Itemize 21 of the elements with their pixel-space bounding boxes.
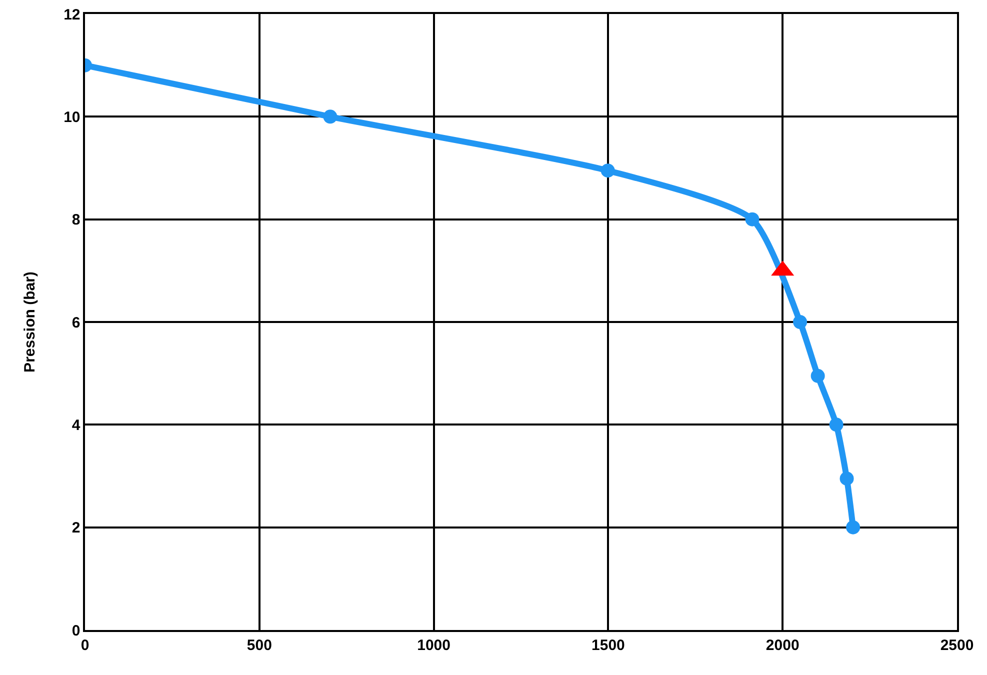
- x-tick-label: 2500: [940, 636, 974, 654]
- point: [810, 368, 825, 383]
- point: [600, 164, 615, 178]
- y-tick-label: 2: [72, 520, 80, 537]
- point: [846, 520, 860, 534]
- y-tick-label: 0: [72, 622, 80, 640]
- y-tick-label: 10: [64, 108, 80, 126]
- point: [323, 110, 338, 124]
- x-tick-label: 2000: [766, 636, 800, 654]
- x-tick-label: 1000: [417, 636, 450, 654]
- y-tick-label: 4: [72, 416, 81, 434]
- point: [829, 418, 844, 432]
- x-tick-label: 1500: [592, 636, 625, 654]
- y-tick-label: 12: [64, 6, 80, 24]
- x-tick-label: 500: [246, 636, 272, 654]
- y-axis-title: Pression (bar): [21, 272, 38, 372]
- y-tick-label: 6: [72, 314, 80, 332]
- point: [745, 212, 760, 226]
- y-tick-label: 8: [72, 212, 80, 229]
- point: [793, 315, 808, 329]
- point: [840, 472, 854, 486]
